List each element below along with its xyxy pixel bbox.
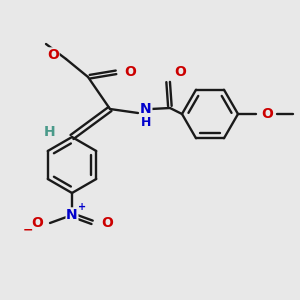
Text: −: − [23, 224, 33, 236]
Text: N: N [140, 102, 152, 116]
Text: O: O [31, 216, 43, 230]
Text: H: H [141, 116, 151, 130]
Text: O: O [47, 48, 59, 62]
Text: O: O [261, 107, 273, 121]
Text: O: O [124, 65, 136, 79]
Text: O: O [174, 65, 186, 79]
Text: O: O [101, 216, 113, 230]
Text: +: + [78, 202, 86, 212]
Text: H: H [44, 125, 56, 139]
Text: N: N [66, 208, 78, 222]
